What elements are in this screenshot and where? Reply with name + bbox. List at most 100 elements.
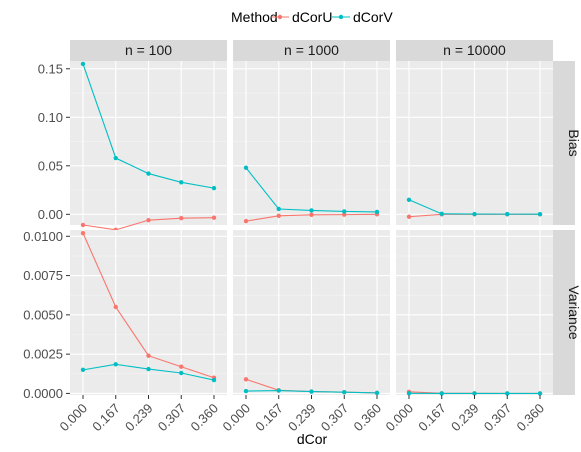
strip-label: n = 1000: [284, 42, 339, 58]
y-axis-variance: 0.0000 0.0025 0.0050 0.0075 0.0100: [23, 229, 70, 401]
data-point-dcorv: [113, 362, 118, 367]
y-tick-label: 0.05: [38, 158, 63, 173]
panel-variance-n-100: 0.000 0.167 0.239 0.307 0.360: [57, 230, 227, 434]
legend-key-point: [277, 14, 283, 20]
x-tick-label: 0.239: [122, 401, 156, 435]
data-point-dcorv: [276, 388, 281, 393]
y-axis-bias: 0.00 0.05 0.10 0.15: [38, 61, 70, 222]
data-point-dcorv: [179, 180, 184, 185]
strip-background: [396, 40, 553, 61]
x-tick-label: 0.307: [481, 401, 515, 435]
data-point-dcorv: [537, 212, 543, 217]
facet-strip-n-10000: n = 10000: [396, 40, 553, 61]
facet-strip-bias: Bias: [553, 61, 581, 225]
data-point-dcorv: [537, 391, 543, 396]
panel-bias-n-10000: [396, 61, 553, 225]
data-point-dcoru: [113, 304, 118, 310]
strip-background: [553, 230, 575, 395]
x-tick-label: 0.360: [351, 401, 385, 435]
x-tick-label: 0.307: [318, 401, 352, 435]
facet-strip-variance: Variance: [553, 230, 581, 395]
data-point-dcorv: [309, 389, 314, 394]
data-point-dcorv: [406, 197, 412, 202]
y-tick-label: 0.0025: [23, 347, 63, 362]
data-point-dcoru: [179, 364, 184, 369]
strip-label: n = 100: [125, 42, 172, 58]
data-point-dcorv: [211, 185, 217, 191]
strip-background: [233, 40, 390, 61]
x-tick-label: 0.307: [155, 401, 189, 435]
x-tick-label: 0.360: [188, 401, 222, 435]
legend-entry-dcoru: dCorU: [271, 9, 332, 25]
data-point-dcoru: [406, 214, 412, 219]
data-point-dcorv: [374, 390, 380, 396]
data-point-dcoru: [309, 212, 314, 218]
legend-entry-dcorv: dCorV: [332, 9, 393, 25]
facet-strip-n-100: n = 100: [70, 40, 227, 61]
panel-bias-n-100: [70, 61, 227, 233]
data-point-dcorv: [211, 377, 217, 383]
panel-bias-n-1000: [233, 61, 390, 225]
facet-panels: n = 100 n = 1000 n = 10000 Bias Variance 0.00…: [23, 40, 581, 434]
data-point-dcorv: [276, 206, 281, 212]
y-tick-label: 0.15: [38, 61, 63, 76]
y-tick-label: 0.10: [38, 110, 63, 125]
legend-title: Method: [231, 9, 278, 25]
legend-label: dCorU: [292, 9, 332, 25]
data-point-dcorv: [472, 211, 477, 217]
strip-background: [553, 61, 575, 225]
data-point-dcorv: [80, 367, 86, 373]
data-point-dcorv: [505, 391, 510, 396]
legend: Method dCorU dCorV: [231, 9, 393, 25]
data-point-dcorv: [505, 211, 510, 217]
data-point-dcorv: [472, 391, 477, 396]
legend-label: dCorV: [353, 9, 393, 25]
legend-key-point: [338, 14, 344, 20]
data-point-dcoru: [211, 215, 217, 220]
strip-label: Bias: [566, 129, 581, 156]
legend-entries: dCorU dCorV: [271, 9, 393, 25]
panel-variance-n-1000: 0.000 0.167 0.239 0.307 0.360: [220, 230, 390, 434]
y-tick-label: 0.00: [38, 207, 63, 222]
data-point-dcorv: [439, 391, 444, 396]
data-point-dcoru: [342, 212, 347, 217]
data-point-dcoru: [146, 353, 151, 358]
data-point-dcorv: [439, 211, 444, 217]
data-point-dcorv: [406, 391, 412, 396]
data-point-dcorv: [243, 165, 249, 170]
data-point-dcoru: [243, 218, 249, 224]
data-point-dcoru: [243, 377, 249, 382]
x-tick-label: 0.239: [285, 401, 319, 435]
x-tick-label: 0.167: [415, 401, 449, 435]
y-tick-label: 0.0075: [23, 268, 63, 283]
x-tick-label: 0.239: [448, 401, 482, 435]
y-tick-label: 0.0000: [23, 386, 63, 401]
x-tick-label: 0.167: [89, 401, 123, 435]
data-point-dcorv: [309, 208, 314, 213]
x-tick-label: 0.360: [514, 401, 548, 435]
data-point-dcorv: [342, 389, 347, 395]
data-point-dcoru: [80, 222, 86, 228]
data-point-dcorv: [80, 61, 86, 67]
data-point-dcoru: [179, 216, 184, 221]
strip-background: [70, 40, 227, 61]
data-point-dcoru: [146, 217, 151, 223]
y-tick-label: 0.0050: [23, 307, 63, 322]
data-point-dcoru: [80, 230, 86, 236]
x-axis-title: dCor: [297, 431, 328, 447]
data-point-dcorv: [146, 171, 151, 176]
strip-label: Variance: [566, 285, 581, 339]
data-point-dcoru: [276, 213, 281, 218]
data-point-dcorv: [113, 155, 118, 161]
facet-strip-n-1000: n = 1000: [233, 40, 390, 61]
x-tick-label: 0.167: [252, 401, 286, 435]
data-point-dcorv: [342, 209, 347, 214]
x-tick-label: 0.000: [57, 401, 91, 435]
data-point-dcorv: [179, 370, 184, 376]
data-point-dcorv: [146, 366, 151, 372]
x-tick-label: 0.000: [220, 401, 254, 435]
strip-label: n = 10000: [443, 42, 506, 58]
x-tick-label: 0.000: [383, 401, 417, 435]
y-tick-label: 0.0100: [23, 229, 63, 244]
